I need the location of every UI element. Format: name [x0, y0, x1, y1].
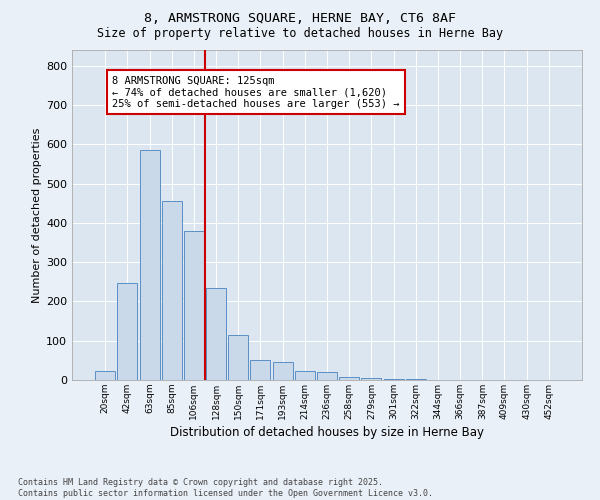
Bar: [406, 379, 426, 380]
Bar: [317, 372, 337, 380]
Bar: [250, 360, 271, 380]
X-axis label: Distribution of detached houses by size in Herne Bay: Distribution of detached houses by size …: [170, 426, 484, 439]
Bar: [383, 379, 404, 380]
Y-axis label: Number of detached properties: Number of detached properties: [32, 128, 42, 302]
Text: Contains HM Land Registry data © Crown copyright and database right 2025.
Contai: Contains HM Land Registry data © Crown c…: [18, 478, 433, 498]
Text: Size of property relative to detached houses in Herne Bay: Size of property relative to detached ho…: [97, 28, 503, 40]
Bar: [295, 372, 315, 380]
Bar: [118, 282, 137, 380]
Bar: [95, 372, 115, 380]
Bar: [228, 335, 248, 380]
Bar: [140, 150, 160, 380]
Bar: [162, 201, 182, 380]
Bar: [339, 377, 359, 380]
Text: 8 ARMSTRONG SQUARE: 125sqm
← 74% of detached houses are smaller (1,620)
25% of s: 8 ARMSTRONG SQUARE: 125sqm ← 74% of deta…: [112, 76, 400, 108]
Bar: [184, 230, 204, 380]
Text: 8, ARMSTRONG SQUARE, HERNE BAY, CT6 8AF: 8, ARMSTRONG SQUARE, HERNE BAY, CT6 8AF: [144, 12, 456, 26]
Bar: [206, 288, 226, 380]
Bar: [361, 378, 382, 380]
Bar: [272, 362, 293, 380]
